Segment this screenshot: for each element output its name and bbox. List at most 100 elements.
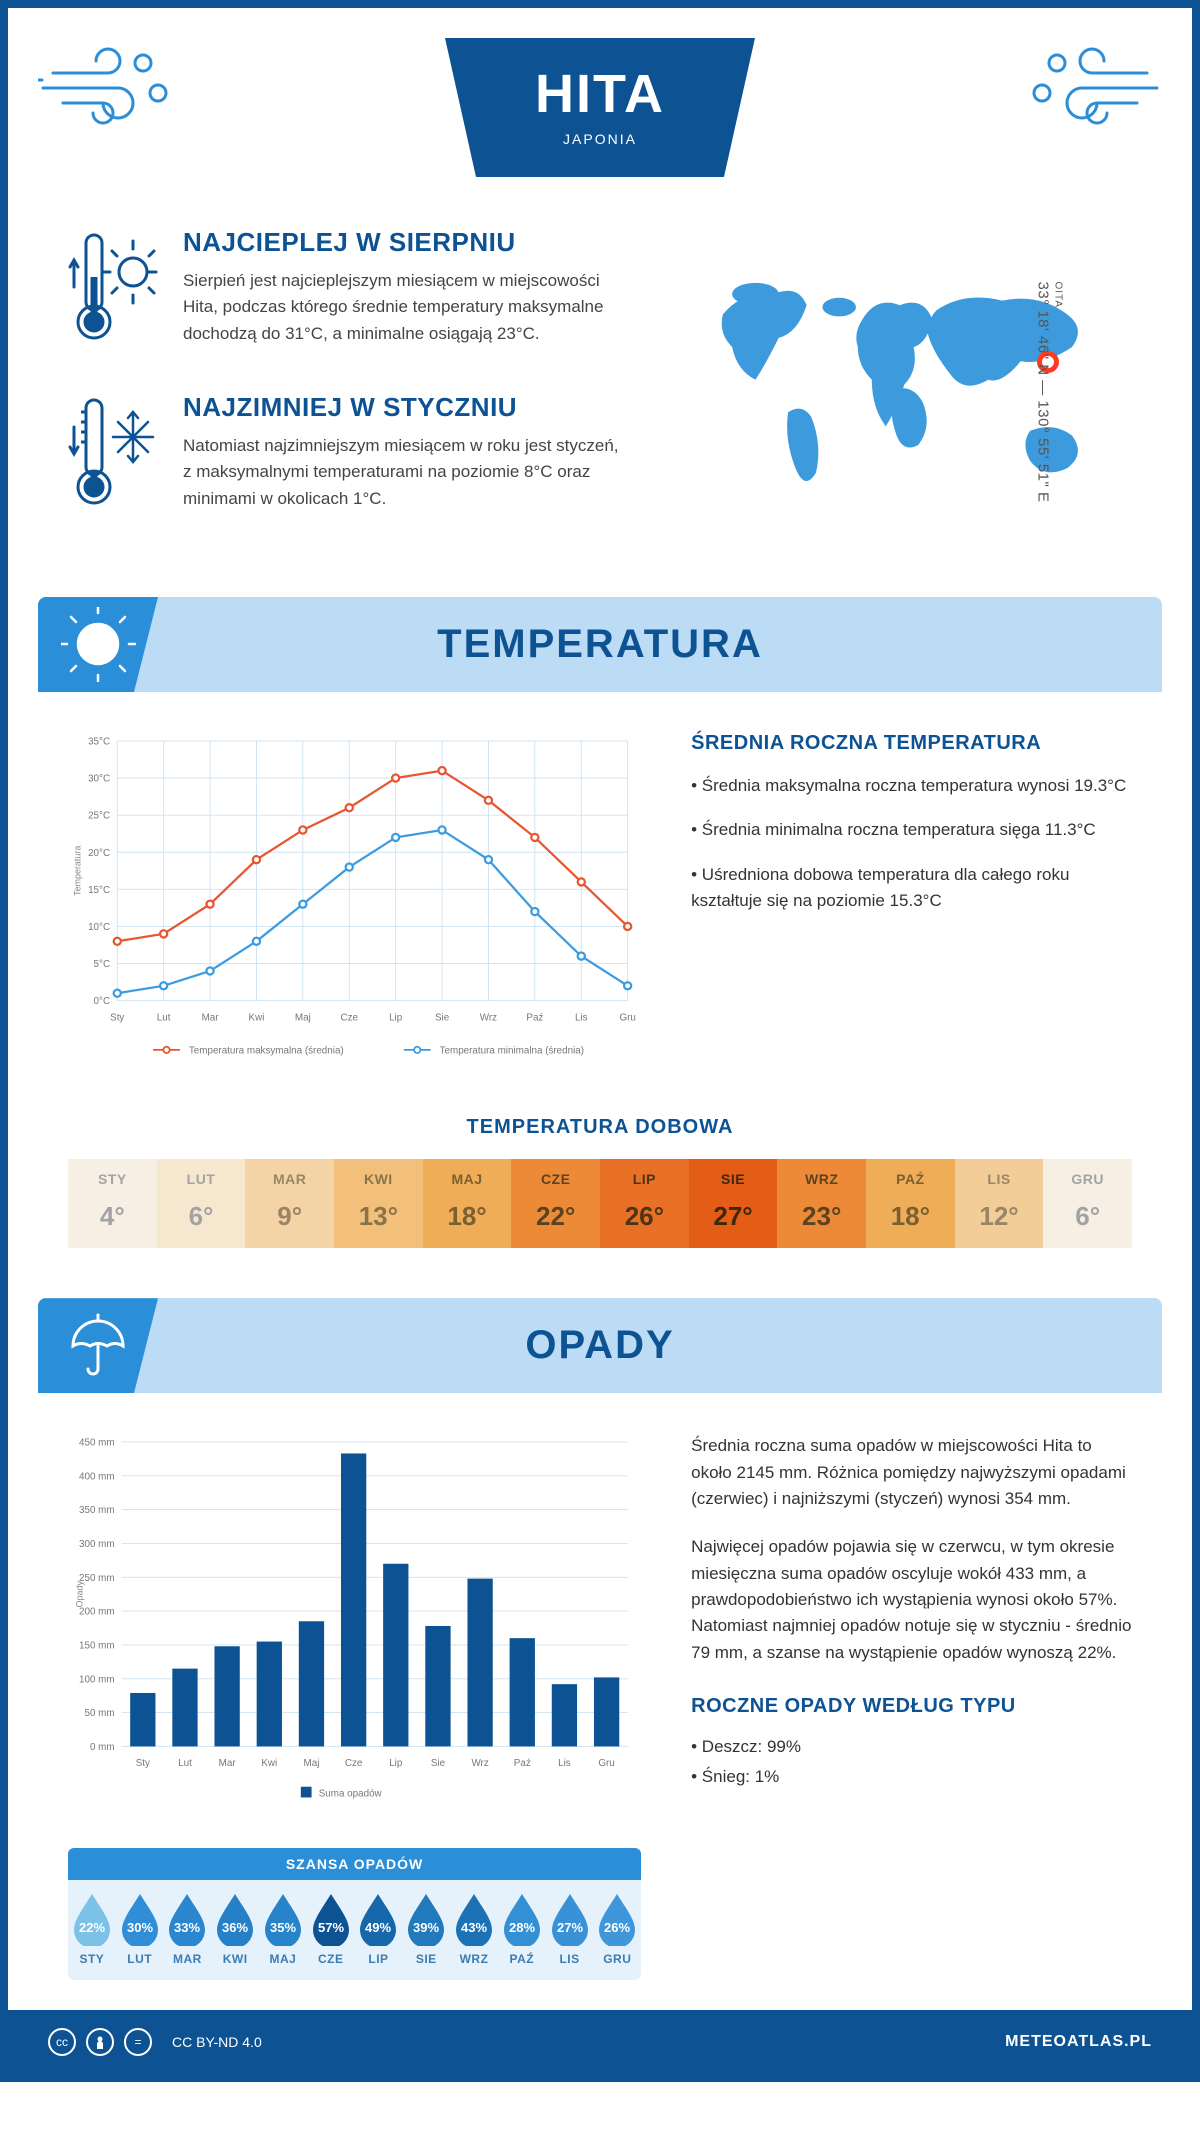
precip-type-2: • Śnieg: 1% (691, 1764, 1132, 1790)
svg-text:Temperatura maksymalna (średni: Temperatura maksymalna (średnia) (189, 1045, 344, 1056)
svg-text:25°C: 25°C (88, 811, 110, 822)
by-icon (86, 2028, 114, 2056)
precip-type-1: • Deszcz: 99% (691, 1734, 1132, 1760)
svg-text:Lip: Lip (389, 1012, 403, 1023)
precipitation-left-col: 0 mm50 mm100 mm150 mm200 mm250 mm300 mm3… (68, 1433, 641, 1980)
svg-text:0°C: 0°C (94, 996, 111, 1007)
daily-temp-cell: STY 4° (68, 1159, 157, 1248)
daily-temp-cell: LIP 26° (600, 1159, 689, 1248)
facts-column: NAJCIEPLEJ W SIERPNIU Sierpień jest najc… (68, 227, 627, 557)
daily-temp-cell: WRZ 23° (777, 1159, 866, 1248)
chance-cell: 57% CZE (307, 1892, 355, 1966)
svg-text:250 mm: 250 mm (79, 1573, 115, 1584)
chance-cell: 43% WRZ (450, 1892, 498, 1966)
wind-icon (1022, 38, 1162, 138)
svg-text:Mar: Mar (202, 1012, 220, 1023)
svg-text:Sie: Sie (435, 1012, 450, 1023)
intro-section: NAJCIEPLEJ W SIERPNIU Sierpień jest najc… (8, 227, 1192, 597)
svg-text:30%: 30% (127, 1920, 153, 1935)
svg-text:400 mm: 400 mm (79, 1472, 115, 1483)
svg-text:Paź: Paź (514, 1758, 531, 1769)
title-banner: HITA JAPONIA (445, 38, 755, 177)
svg-text:50 mm: 50 mm (84, 1708, 114, 1719)
svg-text:Lis: Lis (575, 1012, 588, 1023)
hot-fact-text: Sierpień jest najcieplejszym miesiącem w… (183, 268, 627, 347)
svg-text:22%: 22% (79, 1920, 105, 1935)
svg-text:Kwi: Kwi (261, 1758, 277, 1769)
daily-temp-cell: KWI 13° (334, 1159, 423, 1248)
nd-icon: = (124, 2028, 152, 2056)
temperature-title: TEMPERATURA (158, 622, 1162, 667)
svg-text:Gru: Gru (598, 1758, 614, 1769)
svg-text:Paź: Paź (526, 1012, 543, 1023)
svg-text:Temperatura: Temperatura (73, 846, 83, 896)
svg-text:20°C: 20°C (88, 848, 110, 859)
precipitation-title: OPADY (158, 1323, 1162, 1368)
cold-fact-text: Natomiast najzimniejszym miesiącem w rok… (183, 433, 627, 512)
chance-cell: 35% MAJ (259, 1892, 307, 1966)
temp-summary-title: ŚREDNIA ROCZNA TEMPERATURA (691, 732, 1132, 755)
daily-temp-cell: LIS 12° (955, 1159, 1044, 1248)
region-label: OITA (1052, 281, 1063, 308)
svg-text:Temperatura minimalna (średnia: Temperatura minimalna (średnia) (440, 1045, 584, 1056)
svg-text:10°C: 10°C (88, 922, 110, 933)
daily-temp-cell: PAŹ 18° (866, 1159, 955, 1248)
svg-text:35°C: 35°C (88, 737, 110, 748)
svg-text:39%: 39% (413, 1920, 439, 1935)
hot-fact-title: NAJCIEPLEJ W SIERPNIU (183, 227, 627, 258)
svg-text:57%: 57% (318, 1920, 344, 1935)
thermometer-hot-icon (68, 227, 158, 352)
thermometer-cold-icon (68, 392, 158, 517)
svg-text:43%: 43% (461, 1920, 487, 1935)
chance-cell: 26% GRU (593, 1892, 641, 1966)
page: HITA JAPONIA NAJCIEPLEJ W SIERPNIU Sierp… (0, 0, 1200, 2082)
svg-text:Mar: Mar (219, 1758, 237, 1769)
chance-cell: 33% MAR (164, 1892, 212, 1966)
sun-icon (38, 597, 158, 692)
precip-type-title: ROCZNE OPADY WEDŁUG TYPU (691, 1691, 1132, 1722)
daily-temp-cell: MAR 9° (245, 1159, 334, 1248)
hot-fact: NAJCIEPLEJ W SIERPNIU Sierpień jest najc… (68, 227, 627, 352)
svg-text:Lip: Lip (389, 1758, 403, 1769)
header: HITA JAPONIA (8, 8, 1192, 227)
precipitation-block: 0 mm50 mm100 mm150 mm200 mm250 mm300 mm3… (8, 1393, 1192, 2010)
site-name: METEOATLAS.PL (1005, 2033, 1152, 2051)
daily-temp-cell: MAJ 18° (423, 1159, 512, 1248)
daily-temp-cell: CZE 22° (511, 1159, 600, 1248)
city-name: HITA (535, 63, 665, 125)
svg-text:150 mm: 150 mm (79, 1641, 115, 1652)
chance-cell: 36% KWI (211, 1892, 259, 1966)
svg-text:27%: 27% (557, 1920, 583, 1935)
umbrella-icon (38, 1298, 158, 1393)
chance-cell: 22% STY (68, 1892, 116, 1966)
precip-p1: Średnia roczna suma opadów w miejscowośc… (691, 1433, 1132, 1512)
cold-fact-title: NAJZIMNIEJ W STYCZNIU (183, 392, 627, 423)
svg-text:35%: 35% (270, 1920, 296, 1935)
svg-text:Sie: Sie (431, 1758, 446, 1769)
daily-temp-cell: GRU 6° (1043, 1159, 1132, 1248)
daily-temp-cell: LUT 6° (157, 1159, 246, 1248)
temp-summary-b3: • Uśredniona dobowa temperatura dla całe… (691, 862, 1132, 915)
hot-fact-body: NAJCIEPLEJ W SIERPNIU Sierpień jest najc… (183, 227, 627, 352)
lon-label: 130° 55' 51" E (1034, 400, 1051, 502)
svg-text:Maj: Maj (295, 1012, 311, 1023)
chance-cell: 28% PAŹ (498, 1892, 546, 1966)
chance-title: SZANSA OPADÓW (68, 1848, 641, 1880)
precip-p2: Najwięcej opadów pojawia się w czerwcu, … (691, 1534, 1132, 1666)
temperature-section-header: TEMPERATURA (38, 597, 1162, 692)
svg-text:Wrz: Wrz (480, 1012, 497, 1023)
svg-text:Sty: Sty (110, 1012, 124, 1023)
svg-text:Cze: Cze (340, 1012, 358, 1023)
chance-cell: 39% SIE (402, 1892, 450, 1966)
svg-text:200 mm: 200 mm (79, 1607, 115, 1618)
svg-text:300 mm: 300 mm (79, 1539, 115, 1550)
svg-text:Lut: Lut (178, 1758, 192, 1769)
cc-icon: cc (48, 2028, 76, 2056)
precipitation-text: Średnia roczna suma opadów w miejscowośc… (691, 1433, 1132, 1812)
svg-text:Lut: Lut (157, 1012, 171, 1023)
svg-text:Gru: Gru (619, 1012, 635, 1023)
license-block: cc = CC BY-ND 4.0 (48, 2028, 262, 2056)
country-name: JAPONIA (535, 131, 665, 147)
precipitation-section-header: OPADY (38, 1298, 1162, 1393)
coordinates-label: OITA 33° 18' 46" N — 130° 55' 51" E (1034, 281, 1068, 502)
